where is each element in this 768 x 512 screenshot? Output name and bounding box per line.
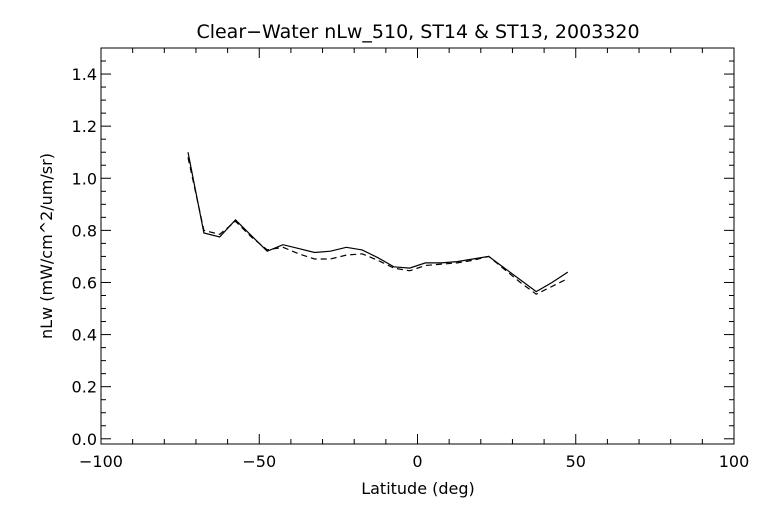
axis-ticks: [100, 48, 735, 444]
y-tick-label: 0.4: [72, 326, 97, 345]
y-tick-label: 0.6: [72, 273, 97, 292]
y-tick-label: 0.0: [72, 430, 97, 449]
x-tick-label: −100: [79, 452, 123, 471]
series-line-dashed: [187, 157, 569, 295]
y-tick-label: 0.2: [72, 378, 97, 397]
x-axis-label: Latitude (deg): [361, 479, 475, 498]
series-line-solid: [187, 152, 569, 293]
data-lines: [187, 152, 569, 295]
x-tick-label: 50: [566, 452, 586, 471]
plot-frame: [100, 47, 735, 445]
x-tick-labels: −100 −50 0 50 100: [79, 452, 749, 471]
y-tick-label: 1.4: [72, 65, 97, 84]
chart-title: Clear−Water nLw_510, ST14 & ST13, 200332…: [196, 21, 639, 43]
y-tick-label: 1.0: [72, 169, 97, 188]
x-tick-label: −50: [242, 452, 276, 471]
y-tick-label: 0.8: [72, 221, 97, 240]
y-tick-label: 1.2: [72, 117, 97, 136]
y-tick-labels: 0.0 0.2 0.4 0.6 0.8 1.0 1.2 1.4: [72, 65, 97, 449]
x-tick-label: 100: [719, 452, 750, 471]
x-tick-label: 0: [412, 452, 422, 471]
y-axis-label: nLw (mW/cm^2/um/sr): [37, 153, 56, 339]
